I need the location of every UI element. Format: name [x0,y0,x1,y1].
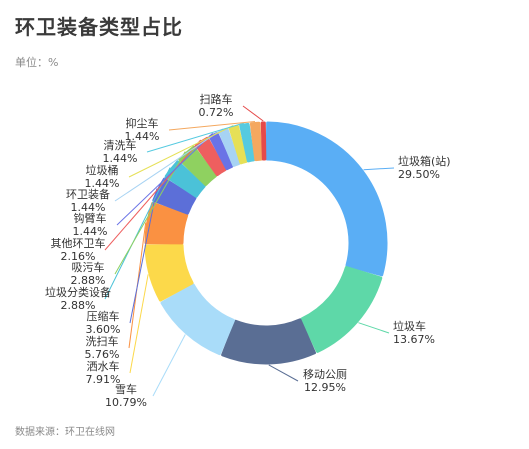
leader-line [104,139,202,251]
slice-category-label: 抑尘车 [126,116,159,130]
slice-value-label: 7.91% [86,373,121,386]
slice-category-label: 雪车 [115,382,137,396]
slice-category-label: 垃圾分类设备 [45,285,111,299]
slice-category-label: 垃圾箱(站) [398,154,451,168]
slice-category-label: 清洗车 [104,138,137,152]
leader-line [358,322,390,334]
slice-value-label: 29.50% [398,168,440,181]
slice-category-label: 环卫装备 [66,187,110,201]
donut-slice [239,122,255,163]
chart-title: 环卫装备类型占比 [15,15,183,39]
donut-slice [194,136,227,177]
donut-slice [260,121,267,161]
leader-line [242,105,264,122]
slice-value-label: 1.44% [125,130,160,143]
leader-line [129,188,158,324]
donut-slice [160,283,235,356]
slice-category-label: 洗扫车 [86,334,119,348]
leader-line [128,125,234,178]
donut-slice [300,266,383,353]
source-label: 数据来源：环卫在线网 [15,427,115,438]
slice-category-label: 垃圾桶 [86,163,119,177]
slice-value-label: 2.16% [61,250,96,263]
slice-category-label: 扫路车 [200,92,233,106]
slice-category-label: 钩臂车 [74,211,107,225]
donut-slice [144,201,189,245]
leader-line [168,121,256,131]
slice-value-label: 1.44% [103,152,138,165]
slice-category-label: 移动公厕 [303,368,347,381]
slice-category-label: 垃圾车 [393,319,426,333]
slice-value-label: 2.88% [61,299,96,312]
slice-value-label: 0.72% [199,106,234,119]
slice-category-label: 压缩车 [87,309,120,323]
slice-value-label: 1.44% [73,225,108,238]
slice-value-label: 1.44% [71,201,106,214]
slice-value-label: 12.95% [304,381,346,394]
slice-value-label: 10.79% [105,396,147,409]
donut-slice [164,160,206,198]
leader-line [114,128,224,202]
leader-line [363,167,395,171]
donut-slice [249,121,263,162]
unit-label: 单位：% [15,56,59,69]
slice-value-label: 3.60% [86,323,121,336]
leader-line [104,167,171,300]
leader-line [152,334,186,397]
leader-line [268,364,299,382]
slice-category-label: 吸污车 [72,260,105,274]
leader-line [116,132,214,226]
slice-value-label: 5.76% [85,348,120,361]
slice-category-label: 洒水车 [87,359,120,373]
donut-slice [228,124,248,165]
slice-value-label: 2.88% [71,274,106,287]
slice-value-label: 13.67% [393,333,435,346]
leader-line [146,122,245,153]
slice-category-label: 其他环卫车 [51,236,106,250]
leader-line [129,274,149,374]
donut-slice [265,121,388,277]
donut-slice [221,318,316,365]
leader-line [114,151,186,275]
slice-value-label: 1.44% [85,177,120,190]
donut-slice [144,243,194,302]
